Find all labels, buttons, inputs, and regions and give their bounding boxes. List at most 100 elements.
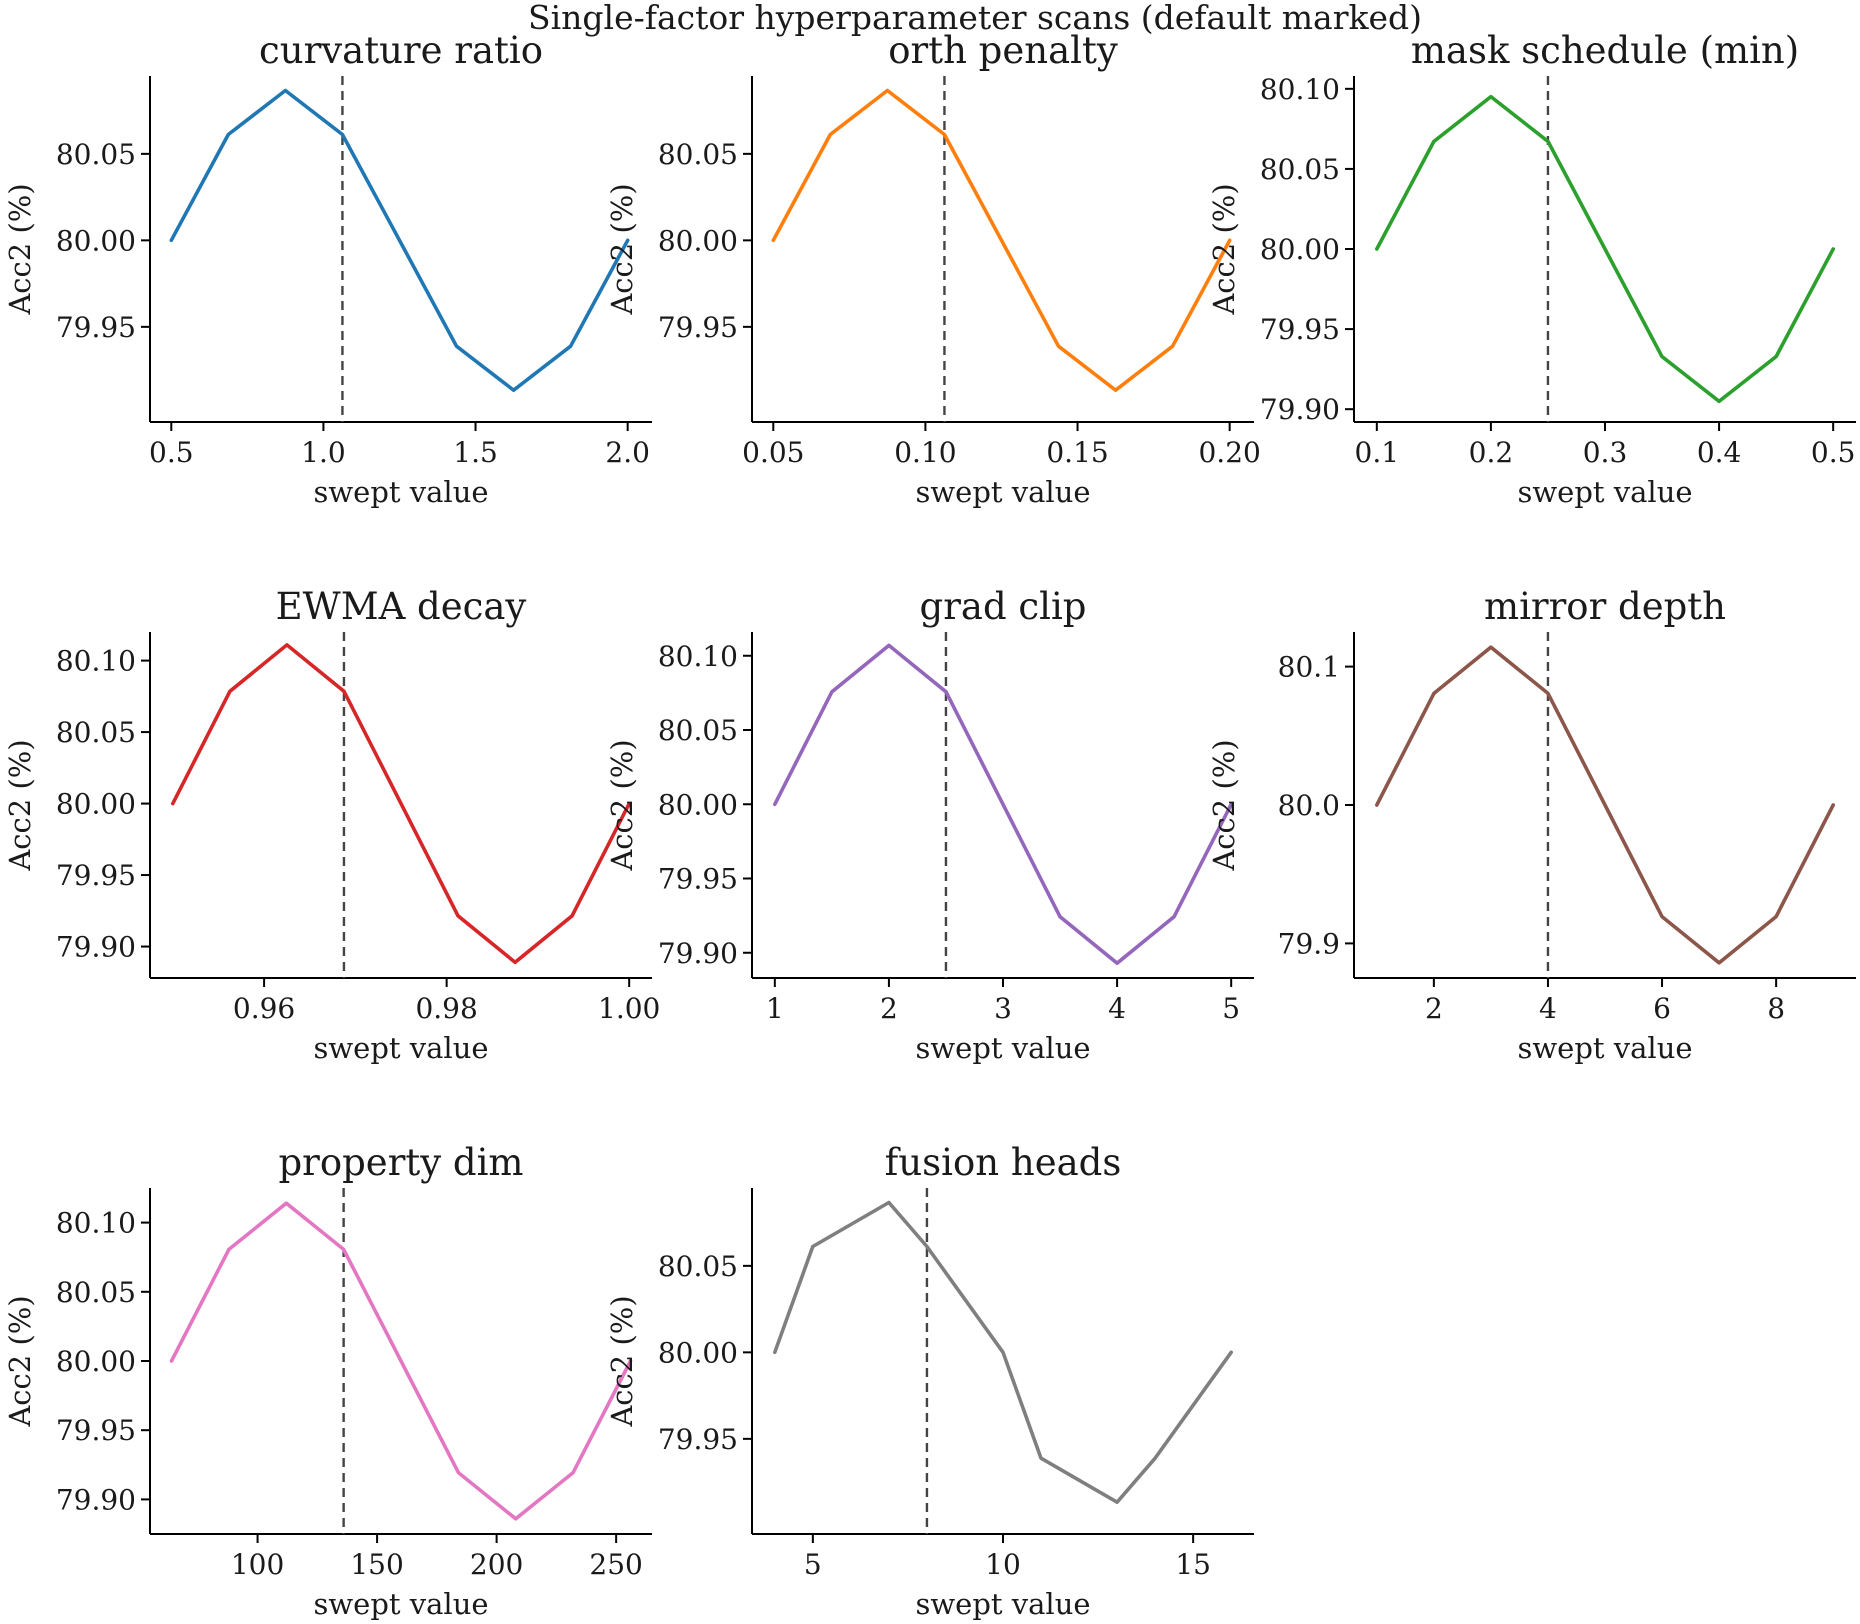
subplot-5: mirror depth 2 4 6 8 79.9 80.0 80.1 swept value A… xyxy=(1207,585,1856,1065)
subplot-title: curvature ratio xyxy=(259,29,543,72)
x-tick-label: 0.4 xyxy=(1697,436,1742,469)
subplot-title: fusion heads xyxy=(885,1141,1122,1184)
x-tick-label: 2 xyxy=(880,992,898,1025)
x-tick-label: 1 xyxy=(766,992,784,1025)
y-tick-label: 80.05 xyxy=(658,138,738,171)
x-tick-label: 1.0 xyxy=(301,436,346,469)
y-tick-label: 79.90 xyxy=(56,1483,136,1516)
series-line xyxy=(1375,94,1835,404)
subplot-title: orth penalty xyxy=(888,29,1118,72)
x-tick-label: 15 xyxy=(1175,1548,1211,1581)
subplot-title: mirror depth xyxy=(1484,585,1726,628)
y-tick-label: 80.00 xyxy=(56,788,136,821)
y-tick-label: 80.10 xyxy=(658,640,738,673)
series-line xyxy=(771,88,1232,393)
x-tick-label: 0.3 xyxy=(1583,436,1628,469)
subplot-1: orth penalty 0.05 0.10 0.15 0.20 79.95 80.00 80… xyxy=(605,29,1261,509)
y-tick-label: 80.05 xyxy=(658,714,738,747)
x-tick-label: 8 xyxy=(1767,992,1785,1025)
subplot-0: curvature ratio 0.5 1.0 1.5 2.0 79.95 80.00 80.… xyxy=(3,29,652,509)
y-axis-label: Acc2 (%) xyxy=(605,1295,639,1427)
x-tick-label: 5 xyxy=(1222,992,1240,1025)
x-tick-label: 0.15 xyxy=(1046,436,1108,469)
subplot-title: mask schedule (min) xyxy=(1411,29,1799,72)
y-tick-label: 80.00 xyxy=(1260,233,1340,266)
y-axis-label: Acc2 (%) xyxy=(1207,739,1241,871)
y-tick-label: 79.90 xyxy=(1260,393,1340,426)
x-tick-label: 2 xyxy=(1425,992,1443,1025)
x-tick-label: 1.5 xyxy=(453,436,498,469)
x-tick-label: 2.0 xyxy=(605,436,650,469)
x-tick-label: 0.1 xyxy=(1355,436,1400,469)
x-tick-label: 0.2 xyxy=(1469,436,1514,469)
x-tick-label: 250 xyxy=(589,1548,642,1581)
y-tick-label: 80.00 xyxy=(658,788,738,821)
figure-title: Single-factor hyperparameter scans (defa… xyxy=(528,0,1422,37)
subplot-title: grad clip xyxy=(920,585,1087,628)
y-tick-label: 80.00 xyxy=(658,1336,738,1369)
subplot-title: EWMA decay xyxy=(276,585,527,628)
x-tick-label: 200 xyxy=(470,1548,523,1581)
x-axis-label: swept value xyxy=(915,1031,1090,1065)
x-axis-label: swept value xyxy=(1517,1031,1692,1065)
x-axis-label: swept value xyxy=(915,475,1090,509)
y-axis-label: Acc2 (%) xyxy=(3,183,37,315)
series-line xyxy=(772,1200,1233,1504)
subplot-6: property dim 100 150 200 250 79.90 79.95 80.00 8… xyxy=(3,1141,652,1621)
y-tick-label: 80.00 xyxy=(658,224,738,257)
y-tick-label: 79.95 xyxy=(658,311,738,344)
y-tick-label: 79.95 xyxy=(56,859,136,892)
series-line xyxy=(169,1201,633,1521)
subplot-title: property dim xyxy=(278,1141,523,1184)
subplot-7: fusion heads 5 10 15 79.95 80.00 80.05 swept va… xyxy=(605,1141,1254,1621)
y-tick-label: 80.05 xyxy=(56,1276,136,1309)
x-axis-label: swept value xyxy=(313,1587,488,1621)
y-tick-label: 80.10 xyxy=(1260,73,1340,106)
x-tick-label: 5 xyxy=(804,1548,822,1581)
y-tick-label: 80.0 xyxy=(1278,789,1340,822)
y-tick-label: 79.90 xyxy=(658,937,738,970)
x-tick-label: 100 xyxy=(231,1548,284,1581)
y-tick-label: 79.95 xyxy=(56,311,136,344)
series-line xyxy=(169,88,630,393)
y-tick-label: 79.9 xyxy=(1278,927,1340,960)
y-axis-label: Acc2 (%) xyxy=(1207,183,1241,315)
x-tick-label: 0.20 xyxy=(1198,436,1260,469)
y-axis-label: Acc2 (%) xyxy=(3,1295,37,1427)
y-tick-label: 80.05 xyxy=(1260,153,1340,186)
x-tick-label: 6 xyxy=(1653,992,1671,1025)
x-tick-label: 0.96 xyxy=(233,992,295,1025)
subplot-2: mask schedule (min) 0.1 0.2 0.3 0.4 0.5 79.90 7… xyxy=(1207,29,1856,509)
series-line xyxy=(1375,645,1835,965)
x-tick-label: 0.5 xyxy=(1811,436,1856,469)
y-tick-label: 80.10 xyxy=(56,1207,136,1240)
y-tick-label: 79.95 xyxy=(658,1423,738,1456)
y-tick-label: 80.05 xyxy=(56,138,136,171)
y-axis-label: Acc2 (%) xyxy=(605,739,639,871)
x-tick-label: 0.5 xyxy=(149,436,194,469)
y-tick-label: 80.10 xyxy=(56,645,136,678)
y-tick-label: 79.95 xyxy=(1260,313,1340,346)
x-tick-label: 1.00 xyxy=(598,992,660,1025)
y-tick-label: 79.95 xyxy=(56,1414,136,1447)
y-tick-label: 80.1 xyxy=(1278,651,1340,684)
series-line xyxy=(772,643,1233,966)
subplot-3: EWMA decay 0.96 0.98 1.00 79.90 79.95 80.00 80.… xyxy=(3,585,660,1065)
x-tick-label: 3 xyxy=(994,992,1012,1025)
x-axis-label: swept value xyxy=(1517,475,1692,509)
y-axis-label: Acc2 (%) xyxy=(605,183,639,315)
subplot-4: grad clip 1 2 3 4 5 79.90 79.95 80.00 80.05 80.10 s… xyxy=(605,585,1254,1065)
y-tick-label: 79.95 xyxy=(658,863,738,896)
x-tick-label: 0.98 xyxy=(415,992,477,1025)
y-tick-label: 80.05 xyxy=(56,716,136,749)
y-axis-label: Acc2 (%) xyxy=(3,739,37,871)
y-tick-label: 80.05 xyxy=(658,1250,738,1283)
x-tick-label: 0.05 xyxy=(742,436,804,469)
y-tick-label: 80.00 xyxy=(56,224,136,257)
x-axis-label: swept value xyxy=(915,1587,1090,1621)
y-tick-label: 79.90 xyxy=(56,931,136,964)
x-tick-label: 0.10 xyxy=(894,436,956,469)
x-tick-label: 150 xyxy=(350,1548,403,1581)
